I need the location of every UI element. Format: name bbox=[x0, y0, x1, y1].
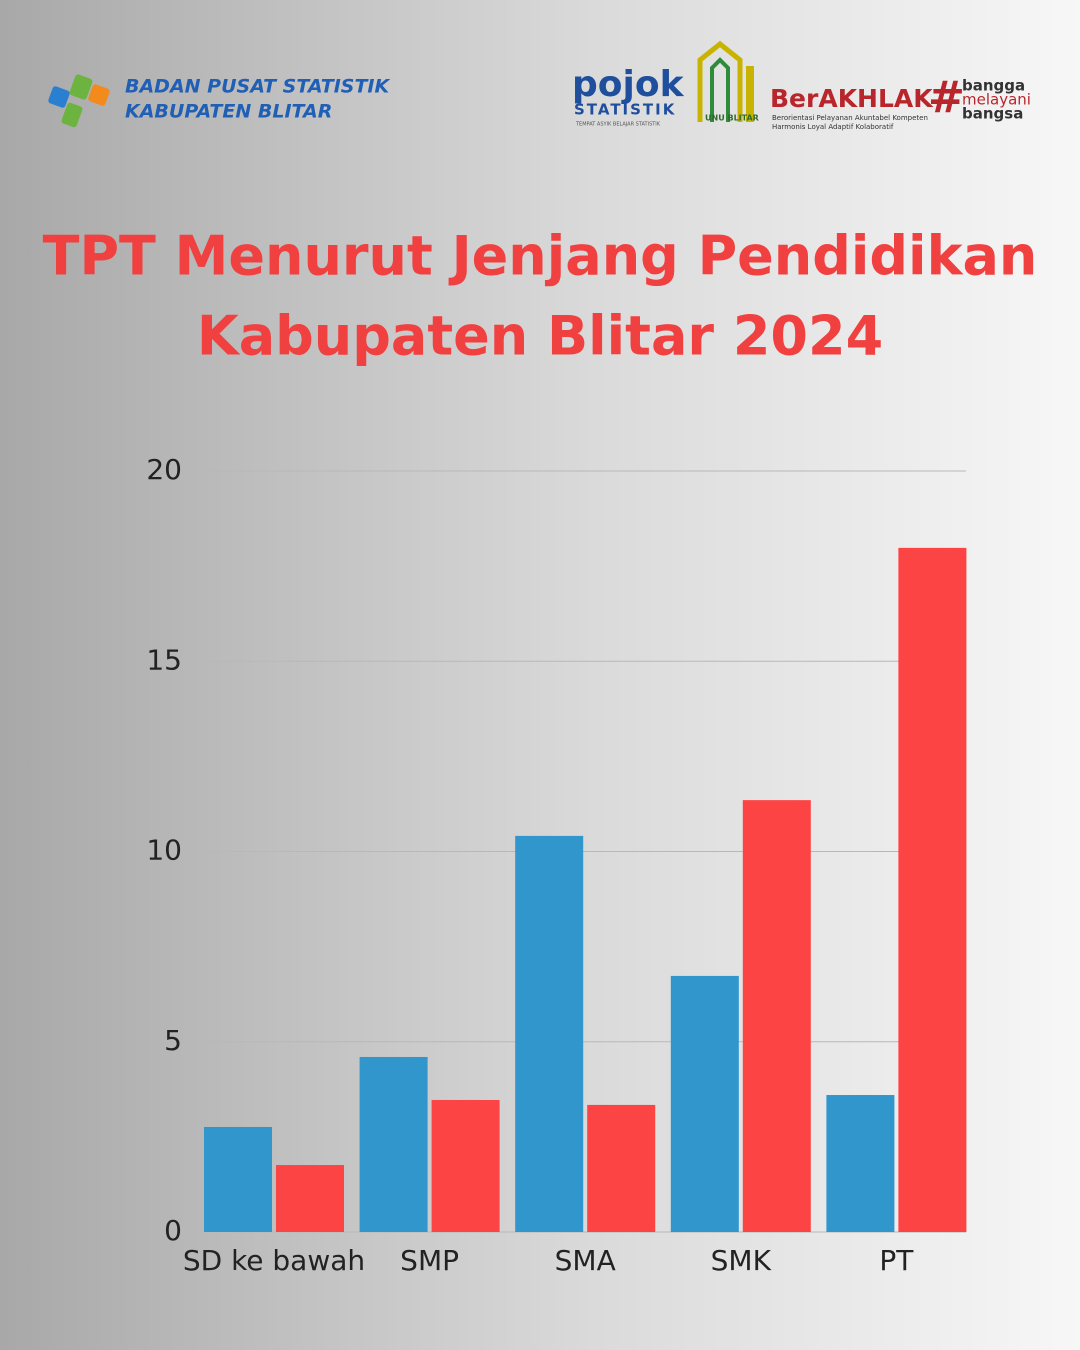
unu-label: UNU BLITAR bbox=[705, 114, 759, 123]
bar bbox=[898, 547, 967, 1232]
berakhlak-logo: BerAKHLAK bbox=[770, 84, 934, 113]
bar bbox=[515, 835, 584, 1232]
slogan: bangga bbox=[962, 77, 1025, 95]
agency-name: BADAN PUSAT STATISTIK bbox=[125, 76, 390, 98]
bar bbox=[359, 1056, 428, 1232]
y-tick-label: 5 bbox=[164, 1024, 182, 1057]
slogan: bangsa bbox=[962, 105, 1023, 123]
bar bbox=[826, 1095, 895, 1232]
bar bbox=[276, 1165, 344, 1232]
x-tick-label: SMK bbox=[711, 1244, 772, 1277]
bar bbox=[587, 1104, 656, 1232]
y-tick-label: 10 bbox=[146, 834, 182, 867]
agency-region: KABUPATEN BLITAR bbox=[125, 101, 332, 123]
hash-logo: # bbox=[928, 72, 965, 123]
bar bbox=[742, 800, 811, 1232]
y-tick-label: 20 bbox=[146, 453, 182, 486]
pojok-logo: pojok bbox=[572, 64, 685, 105]
unu-logo bbox=[697, 40, 754, 122]
x-tick-label: SD ke bawah bbox=[183, 1244, 365, 1277]
chart-title: TPT Menurut Jenjang Pendidikan bbox=[43, 225, 1038, 288]
y-tick-label: 0 bbox=[164, 1214, 182, 1247]
berakhlak-line: Harmonis Loyal Adaptif Kolaboratif bbox=[772, 123, 894, 131]
bar bbox=[670, 975, 739, 1232]
berakhlak-line: Berorientasi Pelayanan Akuntabel Kompete… bbox=[772, 114, 928, 122]
chart-title: Kabupaten Blitar 2024 bbox=[197, 305, 883, 368]
x-tick-label: SMA bbox=[555, 1244, 616, 1277]
x-tick-label: PT bbox=[879, 1244, 914, 1277]
bar bbox=[204, 1126, 272, 1232]
bar bbox=[431, 1099, 500, 1232]
pojok-sub: STATISTIK bbox=[574, 101, 676, 119]
bps-logo bbox=[48, 74, 110, 128]
x-tick-label: SMP bbox=[400, 1244, 459, 1277]
slogan: melayani bbox=[962, 91, 1031, 109]
y-tick-label: 15 bbox=[146, 643, 182, 676]
pojok-tagline: TEMPAT ASYIK BELAJAR STATISTIK bbox=[575, 122, 661, 128]
